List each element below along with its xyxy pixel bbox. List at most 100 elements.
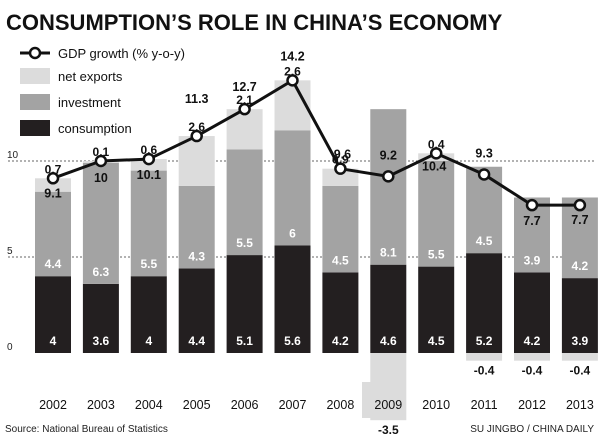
y-tick-label: 0 [7, 342, 13, 353]
gdp-label-2005: 11.3 [185, 92, 209, 106]
x-tick-2002: 2002 [39, 398, 67, 412]
x-tick-2004: 2004 [135, 398, 163, 412]
label-investment-2004: 5.5 [140, 257, 157, 271]
chart-title: CONSUMPTION’S ROLE IN CHINA’S ECONOMY [6, 10, 503, 35]
gdp-point-2006 [238, 102, 251, 116]
x-tick-2012: 2012 [518, 398, 546, 412]
gdp-label-2010: 10.4 [422, 159, 446, 173]
x-tick-2010: 2010 [422, 398, 450, 412]
label-investment-2009: 8.1 [380, 246, 397, 260]
bar-consumption-2012 [514, 272, 550, 353]
gdp-label-2008: 9.6 [334, 148, 351, 162]
bar-investment-2008 [322, 185, 359, 273]
gdp-label-2004: 10.1 [137, 168, 161, 182]
label-investment-2010: 5.5 [428, 248, 445, 262]
gdp-point-2012 [525, 198, 539, 212]
label-consumption-2002: 4 [50, 334, 57, 348]
label-net-exports-2010: 0.4 [428, 137, 445, 151]
label-investment-2011: 4.5 [476, 234, 493, 248]
x-tick-2005: 2005 [183, 398, 211, 412]
gdp-point-2010 [429, 147, 443, 160]
gdp-point-2003 [94, 154, 108, 168]
bar-consumption-2008 [322, 272, 359, 353]
gdp-point-2013 [573, 198, 587, 212]
label-net-exports-2002: 0.7 [45, 162, 62, 176]
gdp-label-2012: 7.7 [523, 214, 540, 228]
label-investment-2012: 3.9 [524, 253, 541, 267]
legend-net-exports-label: net exports [58, 69, 123, 84]
bar-investment-2009 [370, 109, 407, 265]
x-tick-2009: 2009 [374, 398, 402, 412]
x-tick-2003: 2003 [87, 398, 115, 412]
legend-consumption-label: consumption [58, 121, 132, 136]
label-consumption-2003: 3.6 [93, 334, 110, 348]
gdp-label-2013: 7.7 [571, 213, 588, 227]
bar-net-exports-2011 [466, 353, 503, 361]
y-tick-label: 10 [7, 150, 19, 161]
legend-consumption-swatch [20, 120, 50, 136]
gdp-point-2007 [286, 74, 299, 87]
legend-net-exports-swatch [20, 68, 50, 84]
bar-consumption-2013 [561, 278, 598, 353]
bar-net-exports-2013 [561, 353, 598, 361]
label-investment-2006: 5.5 [236, 236, 253, 250]
bar-consumption-2009 [370, 264, 407, 353]
bar-consumption-2005 [178, 268, 215, 353]
label-investment-2005: 4.3 [188, 250, 205, 264]
bar-investment-2003 [82, 162, 119, 284]
legend-gdp-marker-icon [28, 46, 42, 60]
bar-consumption-2011 [466, 253, 503, 353]
bar-net-exports-2005 [178, 136, 215, 186]
label-consumption-2004: 4 [145, 334, 152, 348]
gdp-point-2005 [190, 129, 203, 143]
bar-investment-2004 [130, 170, 167, 277]
gdp-point-2008 [334, 162, 347, 175]
label-consumption-2013: 3.9 [572, 334, 589, 348]
gdp-line [52, 78, 580, 207]
label-net-exports-2009: -3.5 [378, 423, 399, 437]
bar-consumption-2002 [35, 276, 71, 353]
label-consumption-2006: 5.1 [236, 334, 253, 348]
label-investment-2003: 6.3 [93, 265, 110, 279]
label-consumption-2005: 4.4 [188, 334, 205, 348]
label-investment-2013: 4.2 [572, 259, 589, 273]
gdp-point-2011 [477, 168, 491, 181]
label-consumption-2009: 4.6 [380, 334, 397, 348]
bar-consumption-2003 [82, 283, 119, 353]
legend-gdp-label: GDP growth (% y-o-y) [58, 46, 185, 61]
bar-net-exports-2009 [370, 353, 407, 421]
label-net-exports-2011: -0.4 [474, 364, 495, 378]
gdp-label-2007: 14.2 [280, 49, 304, 63]
label-net-exports-2003: 0.1 [93, 145, 110, 159]
label-consumption-2008: 4.2 [332, 334, 349, 348]
label-net-exports-2006: 2.1 [236, 93, 253, 107]
legend-investment-swatch [20, 94, 50, 110]
label-consumption-2007: 5.6 [284, 334, 301, 348]
bar-investment-2002 [35, 191, 71, 277]
label-investment-2002: 4.4 [45, 257, 62, 271]
legend: GDP growth (% y-o-y) net exports investm… [20, 46, 185, 136]
label-net-exports-2012: -0.4 [522, 364, 543, 378]
bar-net-exports-2012 [514, 353, 550, 361]
x-tick-2006: 2006 [231, 398, 259, 412]
label-net-exports-2007: 2.6 [284, 64, 301, 78]
x-tick-2013: 2013 [566, 398, 594, 412]
gdp-label-2002: 9.1 [44, 186, 61, 200]
x-tick-2011: 2011 [471, 398, 498, 412]
gdp-line-layer [46, 74, 587, 212]
label-net-exports-2013: -0.4 [570, 364, 591, 378]
label-investment-2007: 6 [289, 226, 296, 240]
x-tick-2008: 2008 [326, 398, 354, 412]
gdp-label-2006: 12.7 [232, 80, 256, 94]
gdp-point-2004 [142, 152, 156, 166]
bar-net-exports-2008 [322, 168, 359, 186]
bar-consumption-2010 [418, 266, 455, 353]
bar-net-exports-2002 [35, 178, 71, 192]
bar-investment-2006 [226, 149, 263, 256]
gdp-point-2009 [382, 170, 395, 183]
source-note: Source: National Bureau of Statistics [5, 424, 168, 435]
credit-note: SU JINGBO / CHINA DAILY [470, 424, 594, 435]
bar-consumption-2007 [274, 245, 311, 353]
x-tick-2007: 2007 [279, 398, 307, 412]
bar-consumption-2006 [226, 255, 263, 353]
